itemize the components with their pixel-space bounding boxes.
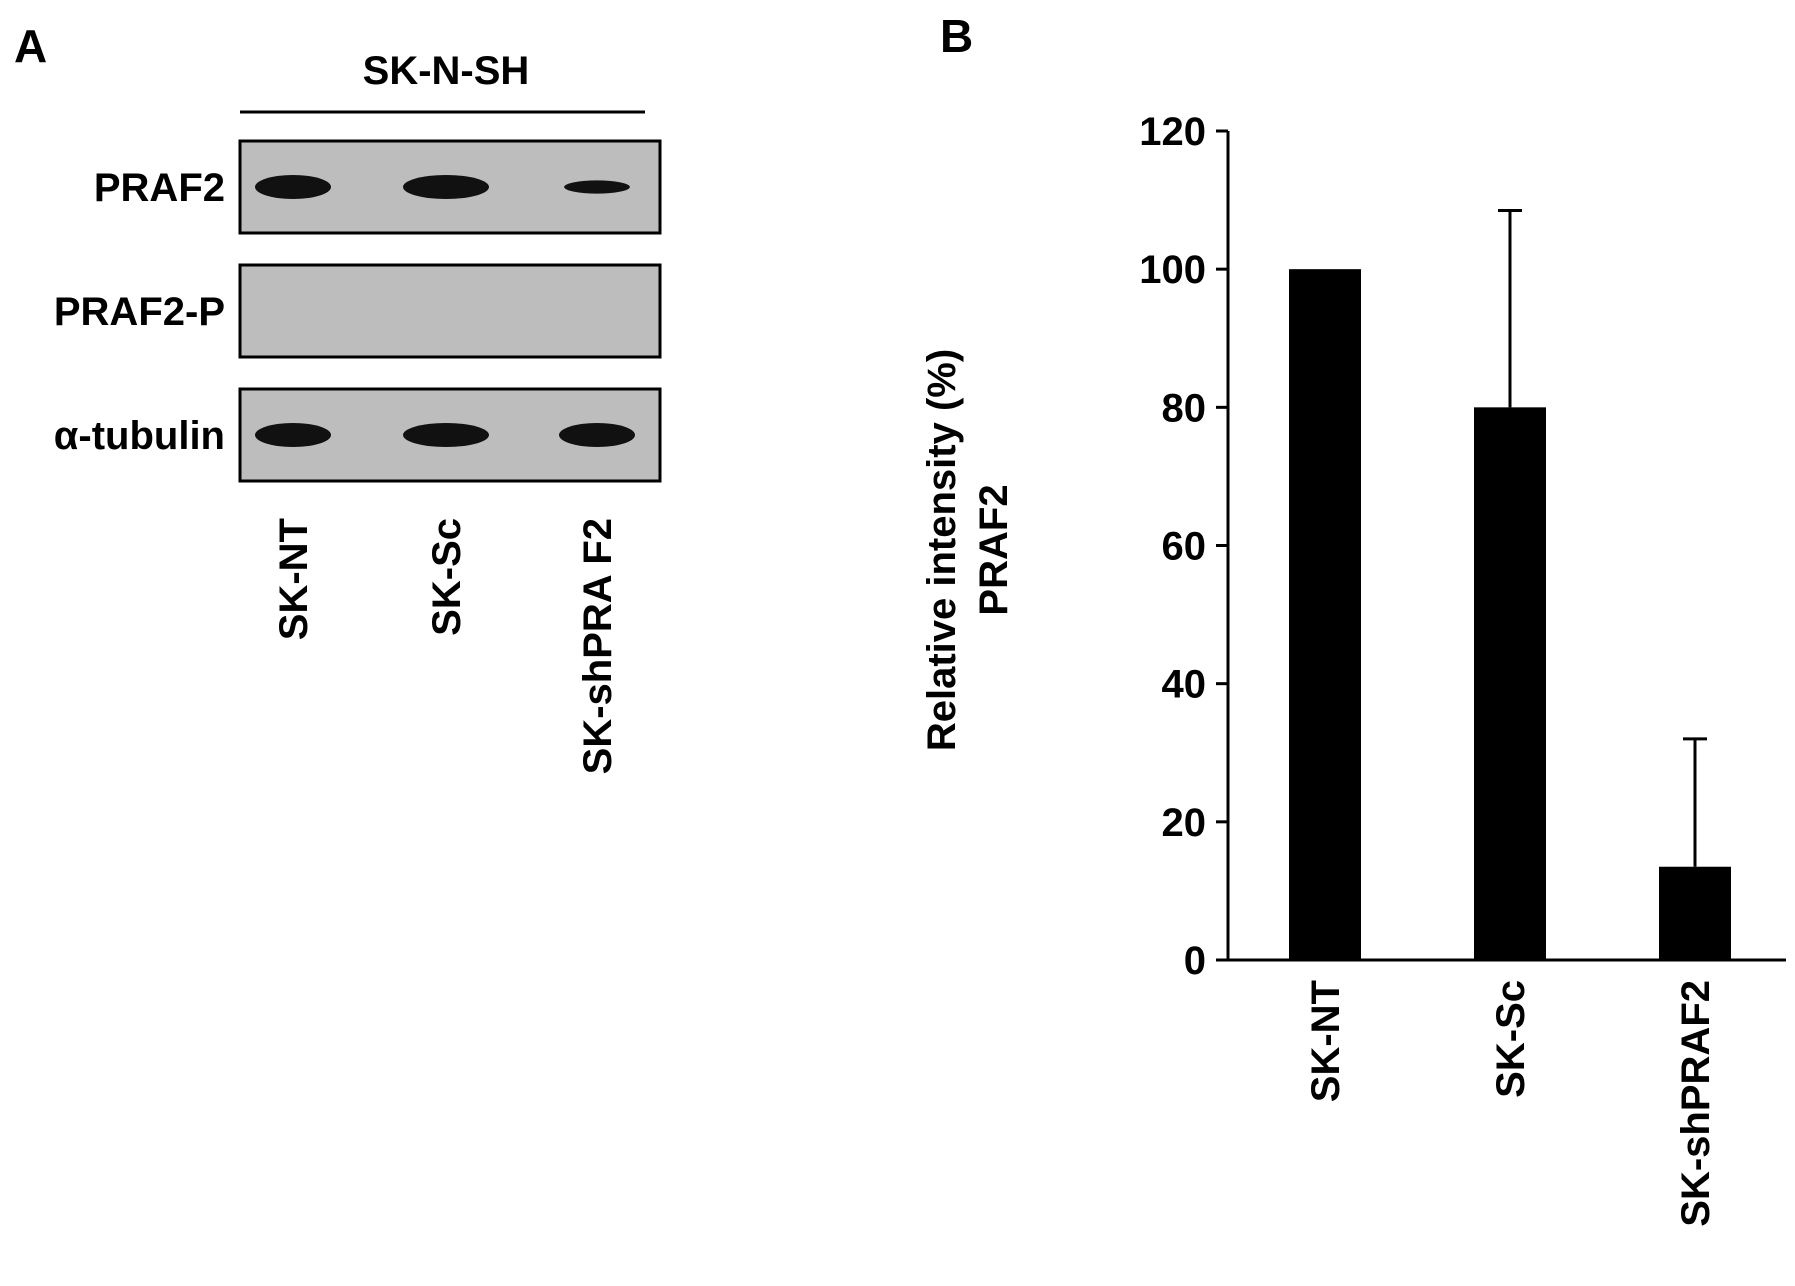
blot-row-label: α-tubulin [54, 414, 225, 458]
y-tick-label: 40 [1162, 663, 1207, 707]
bar [1474, 407, 1546, 960]
y-tick-label: 80 [1162, 386, 1207, 430]
x-tick-label: SK-Sc [1489, 980, 1533, 1098]
y-axis: 0 20 40 60 80 100 120 [1139, 110, 1230, 983]
blot-band [403, 423, 489, 447]
blot-rows: PRAF2 PRAF2-P α-tubulin [54, 139, 662, 483]
panel-a-label: A [14, 20, 47, 72]
x-tick-label: SK-NT [1304, 980, 1348, 1102]
blot-row-2: PRAF2-P [54, 263, 662, 359]
lane-labels: SK-NT SK-Sc SK-shPRA F2 [272, 518, 620, 774]
bars [1289, 208, 1731, 961]
blot-band [559, 423, 635, 447]
y-tick-label: 100 [1139, 248, 1206, 292]
panel-b-bar-chart: B Relative intensity (%) PRAF2 0 20 40 60 80… [920, 10, 1786, 1227]
y-tick-label: 60 [1162, 525, 1207, 569]
panel-b-label: B [940, 10, 973, 62]
y-tick-label: 120 [1139, 110, 1206, 154]
lane-label: SK-shPRA F2 [576, 518, 620, 774]
cell-line-label: SK-N-SH [363, 49, 530, 93]
blot-row-label: PRAF2-P [54, 290, 225, 334]
blot-row-1: PRAF2 [94, 139, 662, 235]
y-axis-title: Relative intensity (%) PRAF2 [920, 349, 1016, 751]
lane-label: SK-NT [272, 518, 316, 640]
blot-band [403, 175, 489, 199]
y-axis-title-line2: PRAF2 [972, 484, 1016, 615]
bar [1289, 269, 1361, 961]
y-axis-title-line1: Relative intensity (%) [920, 349, 964, 751]
blot-band [255, 423, 331, 447]
y-tick-label: 0 [1184, 939, 1206, 983]
x-axis: SK-NT SK-Sc SK-shPRAF2 [1228, 958, 1786, 1227]
blot-band [564, 180, 630, 194]
lane-label: SK-Sc [425, 518, 469, 636]
blot-row-3: α-tubulin [54, 387, 662, 483]
blot-row-label: PRAF2 [94, 166, 225, 210]
x-tick-label: SK-shPRAF2 [1674, 980, 1718, 1227]
y-tick-label: 20 [1162, 801, 1207, 845]
blot-band [255, 175, 331, 199]
blot-strip [238, 263, 662, 359]
bar [1659, 866, 1731, 960]
